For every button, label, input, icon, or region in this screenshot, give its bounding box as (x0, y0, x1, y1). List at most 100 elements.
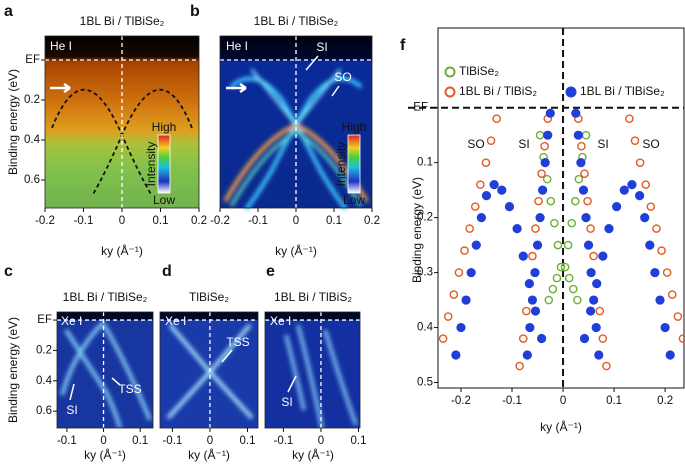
data-point (553, 240, 563, 250)
y-tick-label: 0.6 (24, 174, 40, 186)
data-point (657, 246, 666, 255)
data-point (543, 130, 553, 140)
bands (60, 320, 152, 429)
arpes-image (265, 312, 360, 428)
annotation: Low (343, 193, 365, 207)
annotation: He I (50, 39, 72, 53)
panel-title: 1BL Bi / TlBiSe₂ (80, 14, 165, 28)
annotation: Intensity (334, 142, 348, 187)
y-tick-label: 0.4 (24, 134, 41, 146)
arrow (226, 82, 247, 94)
image-shade (57, 312, 153, 320)
data-point (470, 202, 480, 211)
data-point (567, 218, 577, 228)
colorbar (347, 134, 361, 194)
legend-marker (444, 86, 456, 98)
y-tick-label: 0.4 (36, 375, 53, 387)
data-point (579, 333, 590, 344)
data-point (530, 306, 541, 316)
x-tick-label: 0.1 (606, 395, 622, 407)
data-point (552, 273, 562, 283)
legend-label: TlBiSe₂ (459, 64, 499, 78)
y-tick-label: 0.3 (417, 267, 433, 279)
data-point (598, 251, 608, 261)
data-point (583, 196, 592, 206)
data-point (574, 174, 584, 184)
bands (224, 68, 368, 210)
data-point (586, 224, 595, 233)
data-point (646, 202, 656, 211)
panel-title: 1BL Bi / TlBiS₂ (274, 290, 352, 304)
legend-marker (444, 66, 456, 78)
pointer (69, 377, 121, 401)
panel-label: e (266, 263, 275, 280)
data-point (578, 185, 589, 195)
data-point (580, 169, 589, 178)
data-point (678, 334, 685, 343)
data-point (454, 268, 464, 277)
data-point (451, 350, 461, 360)
data-point (527, 295, 538, 305)
data-point (460, 246, 469, 255)
annotation: SI (66, 403, 77, 417)
data-point (476, 180, 485, 189)
data-point (592, 278, 602, 289)
data-point (581, 213, 591, 223)
data-point (652, 224, 661, 233)
panel-label: d (162, 263, 172, 280)
x-axis-label: ky (Å⁻¹) (292, 447, 334, 462)
annotation: SI (281, 395, 292, 409)
image-frame (56, 311, 154, 429)
x-tick-label: 0 (100, 435, 106, 447)
plot-frame (437, 27, 685, 389)
data-point (542, 174, 552, 184)
panel-title: 1BL Bi / TlBiSe₂ (63, 290, 148, 304)
y-tick-label: 0.6 (36, 405, 52, 417)
x-tick-label: -0.1 (57, 435, 77, 447)
data-point (573, 295, 582, 305)
panel-title: 1BL Bi / TlBiSe₂ (254, 14, 339, 28)
data-point (481, 191, 492, 201)
data-point (568, 284, 578, 294)
data-point (604, 224, 614, 234)
annotation: Xe I (165, 314, 186, 328)
data-point (625, 114, 634, 123)
data-point (438, 334, 448, 343)
annotation: TSS (118, 382, 141, 396)
annotation: He I (226, 39, 248, 53)
arrow (50, 82, 71, 94)
x-tick-label: -0.1 (248, 215, 268, 227)
data-point (481, 158, 491, 167)
x-tick-label: 0 (318, 435, 324, 447)
data-point (471, 240, 481, 250)
x-tick-label: 0.2 (364, 215, 380, 227)
panel-label: b (190, 3, 200, 20)
x-tick-label: 0.1 (132, 435, 148, 447)
annotation: SI (316, 40, 327, 54)
x-axis-label: ky (Å⁻¹) (188, 447, 230, 462)
data-point (577, 141, 586, 151)
data-point (563, 240, 573, 250)
x-tick-label: -0.1 (162, 435, 182, 447)
y-axis-label: Binding energy (eV) (6, 317, 20, 423)
data-point (531, 224, 540, 233)
x-tick-label: 0.1 (153, 215, 169, 227)
data-point (586, 306, 596, 316)
data-point (673, 312, 683, 321)
data-point (456, 322, 466, 333)
data-point (486, 136, 496, 145)
data-point (548, 284, 558, 294)
data-point (665, 350, 675, 360)
x-tick-label: -0.2 (210, 215, 230, 227)
data-point (540, 158, 550, 168)
data-point (546, 196, 556, 206)
x-tick-label: 0 (119, 215, 125, 227)
y-tick-label: 0.4 (417, 322, 434, 334)
data-point (532, 240, 543, 250)
data-point (545, 108, 555, 118)
legend-marker (565, 86, 577, 98)
y-axis-label: Binding energy (eV) (6, 69, 20, 175)
annotation: Xe I (270, 314, 291, 328)
x-axis-label: ky (Å⁻¹) (275, 243, 317, 258)
pointer (287, 375, 297, 393)
